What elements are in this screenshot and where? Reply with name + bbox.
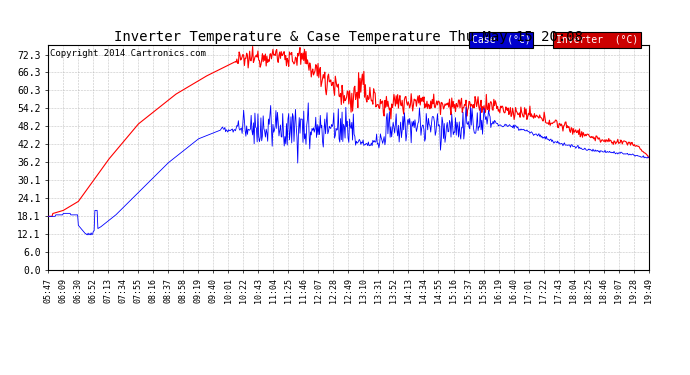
Text: Inverter  (°C): Inverter (°C) [555, 35, 638, 45]
Title: Inverter Temperature & Case Temperature Thu May 15 20:08: Inverter Temperature & Case Temperature … [114, 30, 583, 44]
Text: Case  (°C): Case (°C) [471, 35, 530, 45]
Text: Copyright 2014 Cartronics.com: Copyright 2014 Cartronics.com [50, 50, 206, 58]
